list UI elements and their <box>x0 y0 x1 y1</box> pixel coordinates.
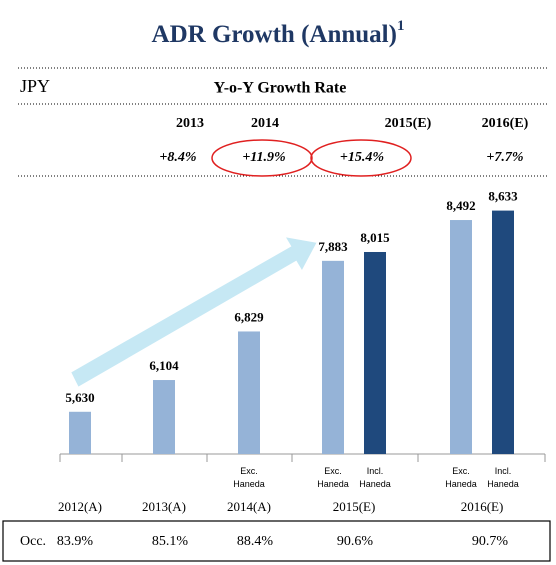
occupancy-label: Occ. <box>20 534 46 549</box>
occupancy-value: 90.6% <box>337 534 374 549</box>
bar <box>450 220 472 454</box>
value-label: 5,630 <box>65 390 94 405</box>
sub-label-line: Haneda <box>233 479 265 489</box>
growth-year: 2014 <box>251 116 279 131</box>
title-superscript: 1 <box>397 18 405 34</box>
occupancy-value: 85.1% <box>152 534 189 549</box>
sub-label-line: Exc. <box>324 466 342 476</box>
value-label: 6,104 <box>149 358 179 373</box>
growth-year: 2015(E) <box>385 116 432 131</box>
occupancy-box <box>2 520 551 562</box>
growth-header: Y-o-Y Growth Rate <box>214 80 347 97</box>
bar <box>322 260 344 454</box>
x-tick-label: 2012(A) <box>58 499 102 514</box>
sub-label-line: Exc. <box>452 466 470 476</box>
unit: JPY <box>20 76 50 96</box>
value-label: 8,633 <box>488 189 518 204</box>
occupancy-value: 83.9% <box>57 534 94 549</box>
value-label: 7,883 <box>318 239 348 254</box>
growth-rate: +8.4% <box>159 150 196 165</box>
growth-rate: +15.4% <box>340 150 384 165</box>
bar <box>153 380 175 454</box>
chart-title: ADR Growth (Annual)1 <box>152 18 405 47</box>
sub-label-line: Incl. <box>495 466 512 476</box>
sub-label: Exc. Haneda <box>445 466 477 489</box>
bar <box>238 331 260 454</box>
x-tick-label: 2014(A) <box>227 499 271 514</box>
growth-rate: +7.7% <box>486 150 523 165</box>
growth-rate: +11.9% <box>242 150 285 165</box>
bar <box>364 251 386 454</box>
sub-label: Incl. Haneda <box>359 466 391 489</box>
sub-label: Exc. Haneda <box>233 466 265 489</box>
x-tick-label: 2016(E) <box>461 499 504 514</box>
growth-year: 2016(E) <box>482 116 529 131</box>
growth-arrow <box>68 234 320 390</box>
occupancy-value: 88.4% <box>237 534 274 549</box>
sub-label-line: Haneda <box>445 479 477 489</box>
sub-label-line: Haneda <box>359 479 391 489</box>
sub-label-line: Haneda <box>487 479 519 489</box>
title-text: ADR Growth (Annual) <box>152 21 397 48</box>
sub-label-line: Incl. <box>367 466 384 476</box>
bar <box>69 411 91 454</box>
sub-label: Exc. Haneda <box>317 466 349 489</box>
growth-year: 2013 <box>176 116 204 131</box>
sub-label-line: Haneda <box>317 479 349 489</box>
x-tick-label: 2013(A) <box>142 499 186 514</box>
bar <box>492 210 514 454</box>
highlight-circle <box>211 139 313 177</box>
sub-label: Incl. Haneda <box>487 466 519 489</box>
sub-label-line: Exc. <box>240 466 258 476</box>
value-label: 8,015 <box>360 230 390 245</box>
highlight-circle <box>310 139 412 177</box>
value-label: 8,492 <box>446 198 475 213</box>
value-label: 6,829 <box>234 309 264 324</box>
x-tick-label: 2015(E) <box>333 499 376 514</box>
occupancy-value: 90.7% <box>472 534 509 549</box>
